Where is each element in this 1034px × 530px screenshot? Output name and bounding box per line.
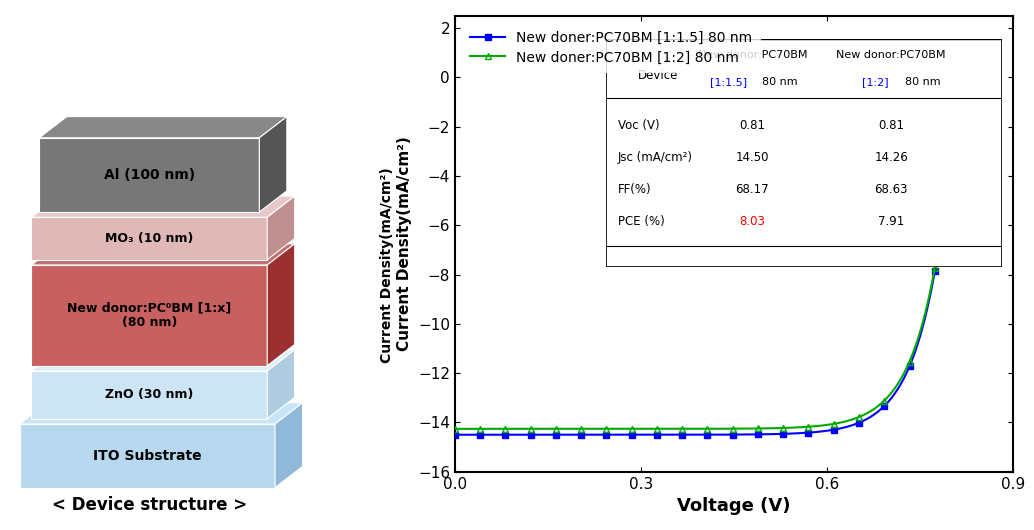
Line: New doner:PC70BM [1:1.5] 80 nm: New doner:PC70BM [1:1.5] 80 nm [452,75,961,438]
Text: < Device structure >: < Device structure > [52,496,247,514]
New doner:PC70BM [1:2] 80 nm [926,278,939,285]
Polygon shape [39,117,286,138]
New doner:PC70BM [1:2] 80 nm [469,426,482,432]
Y-axis label: Current Density(mA/cm²): Current Density(mA/cm²) [397,136,413,351]
New doner:PC70BM [1:2] 80 nm [908,346,920,352]
Polygon shape [31,196,295,217]
New doner:PC70BM [1:1.5] 80 nm [469,431,482,438]
Line: New doner:PC70BM [1:2] 80 nm: New doner:PC70BM [1:2] 80 nm [452,74,961,432]
Polygon shape [31,244,295,265]
Polygon shape [39,138,260,212]
Text: New donor:PC⁰BM [1:x]
(80 nm): New donor:PC⁰BM [1:x] (80 nm) [67,302,232,329]
New doner:PC70BM [1:1.5] 80 nm [582,431,595,438]
New doner:PC70BM [1:1.5] 80 nm [479,431,491,438]
Polygon shape [31,217,267,260]
New doner:PC70BM [1:1.5] 80 nm [449,431,461,438]
Polygon shape [275,403,303,488]
Text: ZnO (30 nm): ZnO (30 nm) [105,388,193,401]
New doner:PC70BM [1:2] 80 nm [582,426,595,432]
Polygon shape [260,117,286,212]
New doner:PC70BM [1:2] 80 nm [449,426,461,432]
New doner:PC70BM [1:2] 80 nm [542,426,554,432]
Polygon shape [31,350,295,371]
Text: ITO Substrate: ITO Substrate [93,449,202,463]
New doner:PC70BM [1:1.5] 80 nm [542,431,554,438]
Polygon shape [31,265,267,366]
Polygon shape [267,350,295,419]
Text: Current Density(mA/cm²): Current Density(mA/cm²) [381,167,394,363]
New doner:PC70BM [1:2] 80 nm [951,74,964,81]
New doner:PC70BM [1:2] 80 nm [479,426,491,432]
New doner:PC70BM [1:1.5] 80 nm [908,350,920,357]
New doner:PC70BM [1:1.5] 80 nm [951,74,964,81]
X-axis label: Voltage (V): Voltage (V) [677,497,791,515]
Polygon shape [31,371,267,419]
Text: MO₃ (10 nm): MO₃ (10 nm) [105,232,193,245]
Polygon shape [20,424,275,488]
Polygon shape [267,244,295,366]
New doner:PC70BM [1:1.5] 80 nm [926,282,939,288]
Text: Al (100 nm): Al (100 nm) [103,168,194,182]
Polygon shape [20,403,303,424]
Legend: New doner:PC70BM [1:1.5] 80 nm, New doner:PC70BM [1:2] 80 nm: New doner:PC70BM [1:1.5] 80 nm, New done… [462,23,761,73]
Polygon shape [267,196,295,260]
